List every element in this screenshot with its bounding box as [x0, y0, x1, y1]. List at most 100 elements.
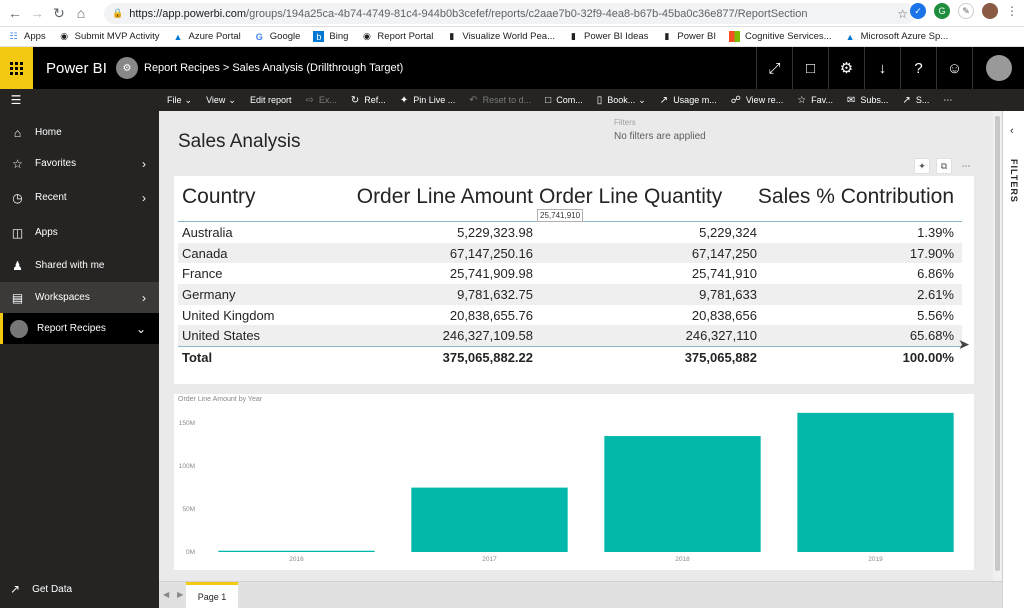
reload-icon[interactable]: ↻ — [53, 4, 65, 21]
feedback-smiley-icon[interactable]: ☺ — [936, 47, 972, 89]
bookmark-powerbi-ideas[interactable]: ▮ Power BI Ideas — [568, 31, 648, 42]
comments-button[interactable]: □ Com... — [545, 94, 583, 106]
column-header-order-line-quantity[interactable]: Order Line Quantity — [539, 185, 723, 208]
powerbi-icon: ▮ — [664, 31, 670, 41]
extension-icon[interactable]: ✎ — [958, 3, 974, 19]
export-icon: ⇨ — [305, 94, 314, 106]
file-menu[interactable]: File ⌄ — [167, 94, 193, 106]
download-icon[interactable]: ↓ — [864, 47, 900, 89]
nav-workspaces[interactable]: ▤ Workspaces › — [0, 282, 159, 313]
grammarly-extension-icon[interactable]: G — [934, 3, 950, 19]
more-options-icon[interactable]: ⋯ — [943, 94, 953, 105]
view-menu[interactable]: View ⌄ — [206, 94, 236, 106]
tab-page-1[interactable]: Page 1 — [186, 582, 238, 609]
export-button[interactable]: ⇨ Ex... — [305, 94, 337, 106]
nav-home[interactable]: ⌂ Home — [0, 117, 159, 148]
reset-icon: ↶ — [469, 94, 478, 106]
back-arrow-icon[interactable]: ← — [8, 5, 22, 21]
more-options-icon[interactable]: ⋯ — [961, 160, 971, 171]
subscribe-button[interactable]: ✉ Subs... — [847, 94, 889, 106]
bookmark-cognitive-services[interactable]: Cognitive Services... — [728, 31, 832, 42]
pin-visual-icon[interactable]: ✦ — [914, 158, 930, 174]
settings-gear-icon[interactable]: ⚙ — [828, 47, 864, 89]
microsoft-icon — [728, 31, 740, 42]
column-header-order-line-amount[interactable]: Order Line Amount — [356, 185, 533, 208]
bar-2018[interactable] — [604, 436, 761, 552]
app-launcher-icon[interactable] — [0, 47, 33, 89]
focus-mode-icon[interactable]: ⧉ — [936, 158, 952, 174]
bookmark-report-portal[interactable]: ◉ Report Portal — [362, 31, 434, 42]
bar-2017[interactable] — [411, 487, 568, 552]
nav-report-recipes[interactable]: Report Recipes ⌄ — [0, 313, 159, 344]
table-row[interactable]: Germany 9,781,632.75 9,781,633 2.61% — [178, 284, 962, 305]
star-icon: ☆ — [12, 156, 23, 171]
page-title: Sales Analysis — [178, 131, 301, 152]
pin-live-button[interactable]: ✦ Pin Live ... — [399, 94, 456, 106]
bookmark-visualize-world[interactable]: ▮ Visualize World Pea... — [446, 31, 555, 42]
powerbi-header: Power BI ⚙ Report Recipes > Sales Analys… — [0, 47, 1024, 89]
hamburger-menu-icon[interactable]: ☰ — [10, 93, 22, 107]
account-button[interactable] — [972, 47, 1024, 89]
chevron-left-icon[interactable]: ‹ — [1010, 125, 1014, 137]
table-row[interactable]: Australia 5,229,323.98 5,229,324 1.39% — [182, 224, 954, 240]
bookmark-azure-portal[interactable]: ▲ Azure Portal — [173, 31, 241, 42]
notifications-icon[interactable]: □ — [792, 47, 828, 89]
nav-shared-with-me[interactable]: ♟ Shared with me — [0, 250, 159, 281]
table-row[interactable]: United States 246,327,109.58 246,327,110… — [178, 325, 962, 347]
column-header-sales-contribution[interactable]: Sales % Contribution — [757, 185, 954, 208]
bookmark-powerbi[interactable]: ▮ Power BI — [661, 31, 716, 42]
visual-header: ✦ ⧉ ⋯ — [914, 158, 974, 174]
filter-summary[interactable]: Filters No filters are applied — [614, 118, 706, 142]
shield-extension-icon[interactable]: ✓ — [910, 3, 926, 19]
help-icon[interactable]: ? — [900, 47, 936, 89]
scrollbar-thumb[interactable] — [995, 116, 1000, 571]
filters-subtitle: No filters are applied — [614, 131, 706, 142]
brand-title[interactable]: Power BI — [46, 59, 107, 77]
chevron-right-icon: › — [142, 290, 146, 305]
forward-arrow-icon[interactable]: → — [30, 5, 44, 21]
view-related-button[interactable]: ☍ View re... — [730, 94, 784, 106]
prev-page-arrow-icon[interactable]: ◀ — [163, 590, 170, 599]
edit-report-button[interactable]: Edit report — [249, 95, 292, 105]
bookmark-icon: ▯ — [596, 94, 603, 106]
filters-pane[interactable]: ‹ FILTERS — [1002, 111, 1024, 608]
nav-apps[interactable]: ◫ Apps — [11, 225, 58, 240]
profile-avatar[interactable] — [982, 3, 998, 19]
bar-2019[interactable] — [797, 412, 954, 552]
home-icon[interactable]: ⌂ — [76, 5, 86, 21]
column-header-country[interactable]: Country — [182, 185, 256, 208]
url-path: /groups/194a25ca-4b74-4749-81c4-944b0b3c… — [246, 7, 808, 20]
apps-grid-icon: ☷ — [9, 31, 18, 41]
bar-chart-visual[interactable]: Order Line Amount by Year 0M 50M 100M 150M 2… — [174, 394, 974, 570]
get-data-button[interactable]: ↗ Get Data — [10, 582, 73, 596]
bookmark-submit-mvp[interactable]: ◉ Submit MVP Activity — [60, 31, 160, 42]
bookmarks-button[interactable]: ▯ Book... ⌄ — [596, 94, 646, 106]
table-visual[interactable]: Country Order Line Amount Order Line Qua… — [174, 176, 974, 384]
bookmark-bing[interactable]: b Bing — [313, 31, 348, 42]
line-chart-icon: ↗ — [659, 94, 669, 106]
bookmark-google[interactable]: G Google — [255, 31, 301, 42]
table-row[interactable]: Canada 67,147,250.16 67,147,250 17.90% — [178, 242, 962, 264]
chevron-right-icon: › — [142, 156, 146, 171]
favorite-button[interactable]: ☆ Fav... — [797, 94, 834, 106]
google-icon: G — [255, 31, 263, 42]
menu-dots-icon[interactable]: ⋮ — [1006, 4, 1018, 18]
table-row[interactable]: France 25,741,909.98 25,741,910 6.86% — [182, 266, 954, 282]
address-bar[interactable]: 🔒 https://app.powerbi.com /groups/194a25… — [104, 3, 916, 24]
nav-favorites[interactable]: ☆ Favorites › — [0, 148, 159, 179]
nav-recent[interactable]: ◷ Recent › — [0, 182, 159, 213]
next-page-arrow-icon[interactable]: ▶ — [177, 590, 184, 599]
star-icon[interactable]: ☆ — [897, 6, 908, 21]
reset-button[interactable]: ↶ Reset to d... — [469, 94, 532, 106]
table-row[interactable]: United Kingdom 20,838,655.76 20,838,656 … — [182, 307, 954, 323]
x-axis-tick-label: 2016 — [289, 556, 304, 563]
share-button[interactable]: ↗ S... — [902, 94, 930, 106]
bookmark-apps[interactable]: ☷ Apps — [9, 31, 46, 42]
breadcrumb[interactable]: Report Recipes > Sales Analysis (Drillth… — [144, 62, 404, 74]
usage-metrics-button[interactable]: ↗ Usage m... — [659, 94, 717, 106]
canvas-scrollbar[interactable] — [993, 111, 1002, 581]
bar-2016[interactable] — [218, 550, 375, 552]
expand-icon[interactable]: ⤢ — [756, 47, 792, 89]
refresh-button[interactable]: ↻ Ref... — [350, 94, 386, 106]
bookmark-azure-sp[interactable]: ▲ Microsoft Azure Sp... — [845, 31, 949, 42]
